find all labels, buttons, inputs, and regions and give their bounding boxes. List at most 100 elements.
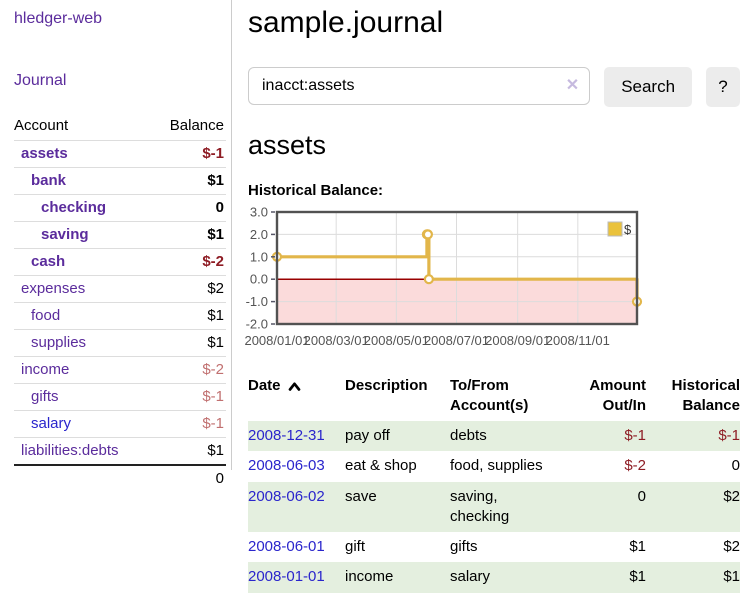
- register-row: 2008-06-03 eat & shop food, supplies $-2…: [248, 451, 740, 481]
- account-row: liabilities:debts $1: [14, 437, 226, 465]
- transaction-accounts: saving, checking: [450, 487, 510, 525]
- search-input[interactable]: [248, 67, 591, 105]
- account-row: assets $-1: [14, 140, 226, 168]
- register-header-amount: Amount Out/In: [589, 377, 646, 414]
- transaction-date-link[interactable]: 2008-06-03: [248, 457, 325, 475]
- svg-text:0.0: 0.0: [250, 272, 268, 287]
- account-row: expenses $2: [14, 275, 226, 303]
- accounts-table: Account Balance assets $-1 bank $1 check…: [14, 114, 226, 492]
- transaction-balance: $2: [723, 487, 740, 505]
- svg-text:-1.0: -1.0: [246, 294, 268, 309]
- account-balance: $-1: [120, 383, 226, 411]
- transaction-description: pay off: [345, 427, 390, 444]
- register-header-accounts: To/From Account(s): [450, 377, 529, 414]
- account-link-liabilities-debts[interactable]: liabilities:debts: [21, 442, 119, 459]
- register-row: 2008-01-01 income salary $1 $1: [248, 562, 740, 593]
- account-row: bank $1: [14, 167, 226, 195]
- account-balance: $-2: [120, 248, 226, 276]
- help-button[interactable]: ?: [706, 67, 740, 107]
- transaction-accounts: food, supplies: [450, 457, 543, 475]
- sidebar: hledger-web Journal Account Balance asse…: [0, 0, 232, 492]
- account-balance: $1: [120, 437, 226, 465]
- account-link-bank[interactable]: bank: [31, 172, 67, 189]
- main-content: sample.journal ✕ Search ? assets Histori…: [244, 0, 740, 593]
- clear-search-icon[interactable]: ✕: [565, 77, 580, 94]
- account-link-saving[interactable]: saving: [41, 226, 89, 243]
- account-row: income $-2: [14, 356, 226, 384]
- account-link-salary[interactable]: salary: [31, 415, 72, 432]
- transaction-balance: $1: [723, 568, 740, 586]
- svg-text:2008/07/01: 2008/07/01: [424, 333, 489, 348]
- date-header-label: Date: [248, 377, 281, 394]
- svg-text:-2.0: -2.0: [246, 317, 268, 332]
- transaction-date-link[interactable]: 2008-06-02: [248, 487, 325, 505]
- account-row: cash $-2: [14, 248, 226, 276]
- account-link-cash[interactable]: cash: [31, 253, 66, 270]
- transaction-date-link[interactable]: 2008-06-01: [248, 538, 325, 555]
- account-balance: $1: [120, 329, 226, 357]
- account-balance: $2: [120, 275, 226, 303]
- register-row: 2008-06-02 save saving, checking 0 $2: [248, 481, 740, 532]
- account-page-title: assets: [248, 130, 327, 160]
- transaction-accounts: debts: [450, 427, 487, 444]
- transaction-amount: 0: [637, 487, 646, 505]
- transaction-accounts: gifts: [450, 538, 478, 555]
- account-balance: $-1: [120, 140, 226, 168]
- account-balance: $1: [120, 221, 226, 249]
- account-link-supplies[interactable]: supplies: [31, 334, 87, 351]
- transaction-date-link[interactable]: 2008-12-31: [248, 427, 325, 444]
- svg-text:3.0: 3.0: [250, 205, 268, 220]
- svg-text:2.0: 2.0: [250, 227, 268, 242]
- register-row: 2008-06-01 gift gifts $1 $2: [248, 532, 740, 562]
- search-button[interactable]: Search: [604, 67, 693, 107]
- page-title: sample.journal: [248, 6, 444, 39]
- brand-link[interactable]: hledger-web: [14, 10, 103, 27]
- register-row: 2008-12-31 pay off debts $-1 $-1: [248, 421, 740, 452]
- account-link-assets[interactable]: assets: [21, 145, 68, 162]
- account-row: checking 0: [14, 194, 226, 222]
- svg-text:2008/11/01: 2008/11/01: [546, 333, 610, 348]
- transaction-amount: $1: [629, 538, 646, 555]
- account-link-income[interactable]: income: [21, 361, 70, 378]
- account-balance: $-2: [120, 356, 226, 384]
- accounts-total: 0: [120, 464, 226, 492]
- transaction-date-link[interactable]: 2008-01-01: [248, 568, 325, 586]
- chart-heading: Historical Balance:: [248, 182, 384, 199]
- svg-text:2008/03/01: 2008/03/01: [304, 333, 369, 348]
- svg-text:1.0: 1.0: [250, 249, 268, 264]
- transaction-description: eat & shop: [345, 457, 417, 475]
- svg-text:2008/01/01: 2008/01/01: [244, 333, 309, 348]
- account-link-food[interactable]: food: [31, 307, 61, 324]
- transaction-amount: $-2: [624, 457, 646, 475]
- register-header-balance: Historical Balance: [671, 377, 740, 414]
- account-row: saving $1: [14, 221, 226, 249]
- historical-balance-chart: 3.0 2.0 1.0 0.0 -1.0 -2.0 2008/01/01 2008/03/01…: [244, 205, 740, 358]
- register-header-description: Description: [345, 377, 428, 394]
- transaction-balance: $2: [723, 538, 740, 555]
- transaction-amount: $1: [629, 568, 646, 586]
- transaction-description: income: [345, 568, 394, 586]
- account-balance: $-1: [120, 410, 226, 438]
- transaction-description: gift: [345, 538, 366, 555]
- account-row: gifts $-1: [14, 383, 226, 411]
- account-link-checking[interactable]: checking: [41, 199, 107, 216]
- account-link-expenses[interactable]: expenses: [21, 280, 86, 297]
- transaction-balance: 0: [731, 457, 740, 475]
- accounts-header-account: Account: [14, 117, 69, 134]
- accounts-header-balance: Balance: [169, 117, 224, 134]
- register-table: Date Description To/From Account(s) Amou…: [248, 374, 740, 593]
- transaction-balance: $-1: [718, 427, 740, 444]
- account-row: food $1: [14, 302, 226, 330]
- sidebar-item-journal[interactable]: Journal: [14, 72, 67, 89]
- transaction-amount: $-1: [624, 427, 646, 444]
- account-row: salary $-1: [14, 410, 226, 438]
- account-balance: $1: [120, 167, 226, 195]
- register-header-date[interactable]: Date: [248, 374, 345, 421]
- svg-text:2008/09/01: 2008/09/01: [485, 333, 550, 348]
- accounts-total-row: 0: [14, 464, 226, 492]
- account-link-gifts[interactable]: gifts: [31, 388, 59, 405]
- transaction-description: save: [345, 487, 377, 505]
- svg-text:$: $: [624, 222, 632, 237]
- account-row: supplies $1: [14, 329, 226, 357]
- account-balance: 0: [120, 194, 226, 222]
